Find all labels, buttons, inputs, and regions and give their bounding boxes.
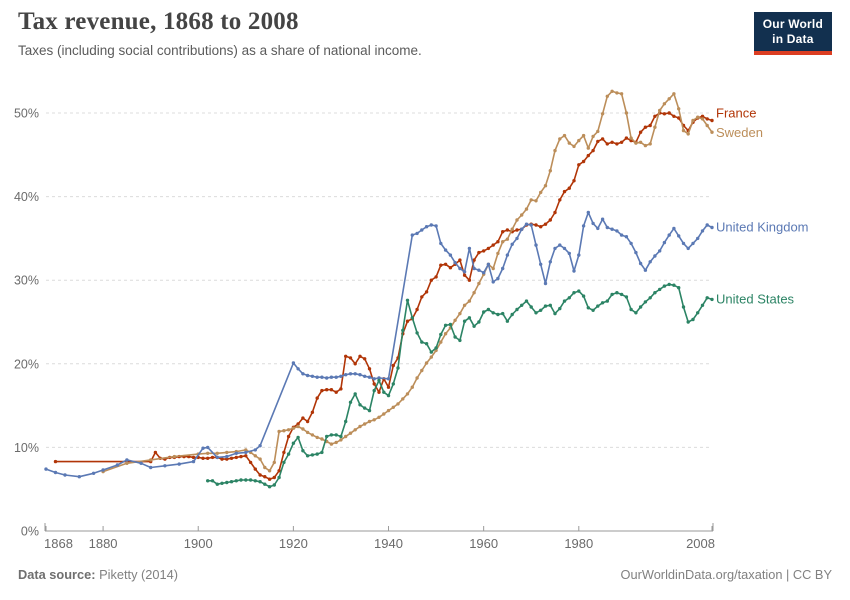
x-axis-label-1868: 1868	[44, 536, 73, 551]
chart-header: Tax revenue, 1868 to 2008 Taxes (includi…	[18, 8, 832, 58]
series-united-states[interactable]: United States	[206, 282, 795, 489]
owid-logo[interactable]: Our World in Data	[753, 12, 832, 55]
series-points-united-states	[206, 282, 714, 489]
chart-subtitle: Taxes (including social contributions) a…	[18, 43, 422, 58]
page-title: Tax revenue, 1868 to 2008	[18, 8, 299, 35]
chart-footer: Data source: Piketty (2014) OurWorldinDa…	[18, 567, 832, 582]
series-points-sweden	[101, 89, 714, 474]
x-axis-label-2008: 2008	[686, 536, 715, 551]
series-line-france[interactable]	[54, 112, 713, 480]
x-axis-label-1900: 1900	[184, 536, 213, 551]
y-axis-label-0: 0%	[21, 525, 39, 539]
series-france[interactable]: France	[53, 106, 757, 481]
x-axis-label-1920: 1920	[279, 536, 308, 551]
series-line-sweden[interactable]	[102, 90, 713, 473]
y-axis-label-20: 20%	[14, 357, 39, 371]
data-source-value: Piketty (2014)	[95, 567, 179, 582]
x-axis: 1868 1880 1900 1920 1940 1960 1980 2008	[44, 523, 715, 551]
series-label-united-states[interactable]: United States	[716, 291, 795, 306]
series-label-united-kingdom[interactable]: United Kingdom	[716, 220, 809, 235]
data-source-note: Data source: Piketty (2014)	[18, 567, 178, 582]
owid-logo-line2: in Data	[772, 32, 814, 46]
series-points-france	[53, 111, 714, 481]
series-points-united-kingdom	[44, 210, 714, 479]
x-axis-label-1960: 1960	[469, 536, 498, 551]
x-axis-label-1940: 1940	[374, 536, 403, 551]
x-axis-label-1980: 1980	[564, 536, 593, 551]
x-axis-label-1880: 1880	[89, 536, 118, 551]
y-gridlines: 0% 10% 20% 30% 40% 50%	[14, 107, 712, 539]
y-axis-label-40: 40%	[14, 190, 39, 204]
credit-link[interactable]: OurWorldinData.org/taxation | CC BY	[620, 567, 832, 582]
y-axis-label-50: 50%	[14, 107, 39, 121]
series-united-kingdom[interactable]: United Kingdom	[44, 210, 809, 479]
y-axis-label-30: 30%	[14, 274, 39, 288]
owid-logo-line1: Our World	[762, 17, 823, 31]
series-label-sweden[interactable]: Sweden	[716, 125, 763, 140]
series-label-france[interactable]: France	[716, 106, 756, 121]
data-source-label: Data source:	[18, 567, 96, 582]
series-sweden[interactable]: Sweden	[101, 89, 763, 474]
y-axis-label-10: 10%	[14, 441, 39, 455]
series-line-united-kingdom[interactable]	[45, 211, 713, 478]
